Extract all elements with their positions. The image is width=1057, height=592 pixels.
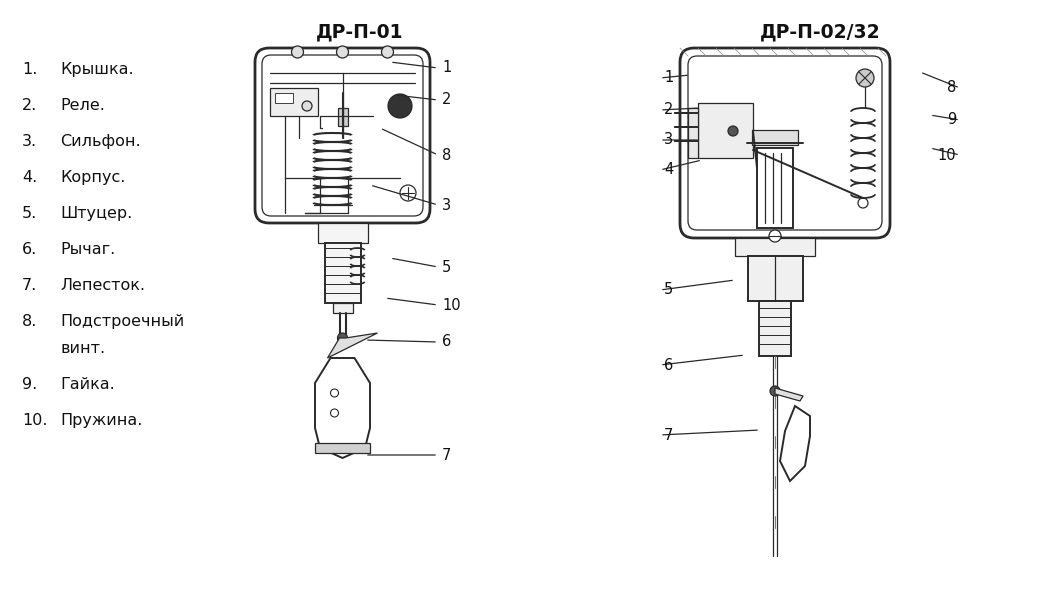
Text: Лепесток.: Лепесток. (60, 278, 145, 293)
Text: 1.: 1. (22, 62, 37, 77)
Text: 6: 6 (664, 358, 673, 372)
Text: 6: 6 (442, 334, 451, 349)
Circle shape (728, 126, 738, 136)
Circle shape (769, 386, 780, 396)
Text: 9.: 9. (22, 377, 37, 392)
Circle shape (382, 46, 393, 58)
Circle shape (292, 46, 303, 58)
Text: 3: 3 (442, 198, 451, 213)
Bar (735, 238, 815, 256)
FancyBboxPatch shape (680, 48, 890, 238)
FancyBboxPatch shape (255, 48, 430, 223)
Polygon shape (780, 406, 810, 481)
Bar (324, 243, 360, 303)
Text: 7.: 7. (22, 278, 37, 293)
Text: 2: 2 (442, 92, 451, 108)
Bar (688, 108, 698, 158)
Text: Сильфон.: Сильфон. (60, 134, 141, 149)
Bar (757, 148, 793, 228)
Bar (275, 93, 293, 103)
Text: 1: 1 (442, 60, 451, 76)
Circle shape (856, 69, 874, 87)
Text: 4: 4 (664, 162, 673, 178)
Text: 2.: 2. (22, 98, 37, 113)
Text: 1: 1 (664, 70, 673, 85)
Text: ДР-П-02/32: ДР-П-02/32 (760, 22, 880, 41)
Text: Гайка.: Гайка. (60, 377, 115, 392)
Text: винт.: винт. (60, 341, 105, 356)
Text: 5.: 5. (22, 206, 37, 221)
Text: Подстроечный: Подстроечный (60, 314, 184, 329)
Bar (698, 103, 753, 158)
Text: Крышка.: Крышка. (60, 62, 133, 77)
Bar (747, 256, 802, 301)
Polygon shape (328, 333, 377, 358)
Text: 2: 2 (664, 102, 673, 117)
Bar (270, 88, 318, 116)
Text: 9: 9 (947, 112, 956, 127)
Text: 10.: 10. (22, 413, 48, 428)
Circle shape (400, 185, 416, 201)
Text: 10: 10 (938, 147, 956, 162)
Bar (317, 223, 368, 243)
Bar (315, 443, 370, 453)
Circle shape (337, 333, 348, 343)
Circle shape (769, 230, 781, 242)
Circle shape (331, 409, 338, 417)
Bar (759, 301, 791, 356)
Text: Реле.: Реле. (60, 98, 105, 113)
Text: Пружина.: Пружина. (60, 413, 143, 428)
Text: Корпус.: Корпус. (60, 170, 126, 185)
Polygon shape (775, 388, 803, 401)
Text: 3: 3 (664, 133, 673, 147)
Text: 4.: 4. (22, 170, 37, 185)
Text: 8: 8 (442, 147, 451, 162)
Text: 5: 5 (664, 282, 673, 298)
Bar (752, 130, 798, 145)
Text: 7: 7 (442, 448, 451, 462)
Circle shape (331, 389, 338, 397)
Bar (333, 303, 352, 313)
Text: 5: 5 (442, 259, 451, 275)
Text: 8: 8 (947, 81, 956, 95)
Text: 3.: 3. (22, 134, 37, 149)
Circle shape (302, 101, 312, 111)
Text: ДР-П-01: ДР-П-01 (316, 22, 404, 41)
Text: Штуцер.: Штуцер. (60, 206, 132, 221)
Bar (337, 108, 348, 126)
Text: 7: 7 (664, 427, 673, 442)
Circle shape (388, 94, 412, 118)
Circle shape (858, 198, 868, 208)
Text: Рычаг.: Рычаг. (60, 242, 115, 257)
Text: 6.: 6. (22, 242, 37, 257)
Circle shape (336, 46, 349, 58)
Text: 10: 10 (442, 298, 461, 313)
Text: 8.: 8. (22, 314, 37, 329)
Polygon shape (315, 358, 370, 458)
